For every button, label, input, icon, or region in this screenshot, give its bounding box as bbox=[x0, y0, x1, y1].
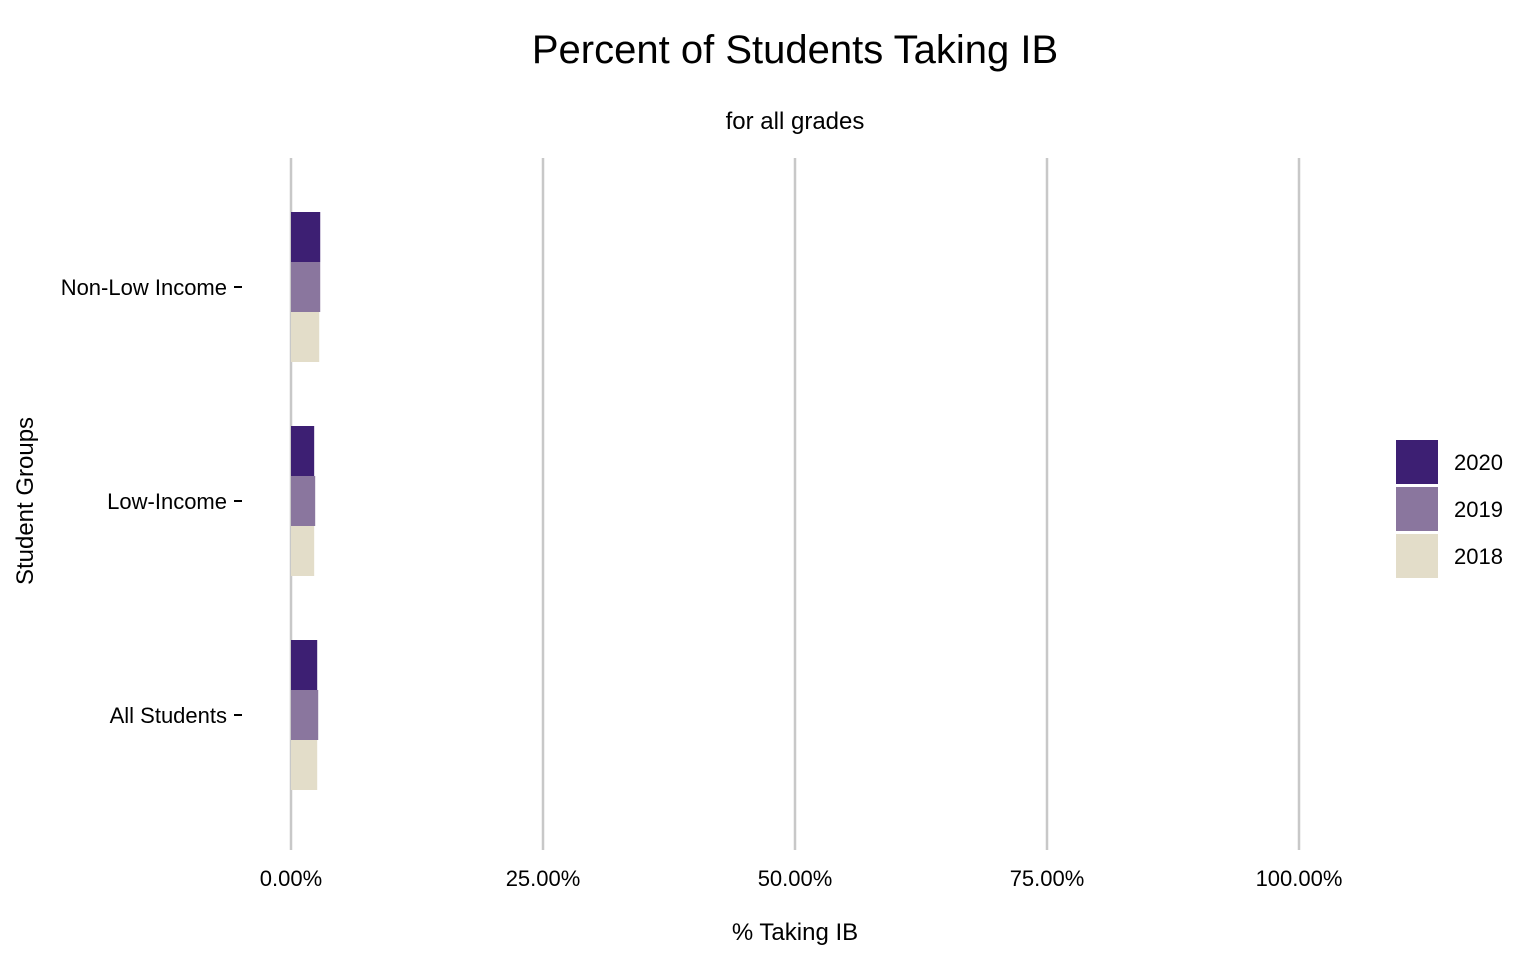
x-tick-label: 75.00% bbox=[1010, 866, 1085, 891]
x-tick-label: 25.00% bbox=[506, 866, 581, 891]
legend-label: 2020 bbox=[1454, 450, 1503, 475]
bar bbox=[291, 262, 321, 312]
x-tick-label: 50.00% bbox=[758, 866, 833, 891]
bar bbox=[291, 740, 318, 790]
bar bbox=[291, 640, 318, 690]
legend-swatch bbox=[1396, 487, 1438, 531]
axis-layer: 0.00% 25.00% 50.00% 75.00% 100.00% Non-Low In… bbox=[61, 275, 1343, 891]
y-tick-label: Low-Income bbox=[107, 489, 227, 514]
legend-swatch bbox=[1396, 440, 1438, 484]
bar bbox=[291, 476, 316, 526]
y-tick-label: All Students bbox=[110, 703, 227, 728]
legend-label: 2018 bbox=[1454, 544, 1503, 569]
y-tick-label: Non-Low Income bbox=[61, 275, 227, 300]
bar bbox=[291, 690, 319, 740]
bars-layer bbox=[291, 212, 321, 790]
x-tick-label: 0.00% bbox=[260, 866, 322, 891]
bar bbox=[291, 426, 315, 476]
bar bbox=[291, 526, 315, 576]
legend-swatch bbox=[1396, 534, 1438, 578]
y-axis-title: Student Groups bbox=[12, 417, 39, 585]
x-tick-label: 100.00% bbox=[1256, 866, 1343, 891]
x-axis-title: % Taking IB bbox=[732, 919, 858, 946]
chart-subtitle: for all grades bbox=[726, 108, 865, 135]
legend: 2020 2019 2018 bbox=[1396, 440, 1503, 578]
grid-layer bbox=[289, 158, 1301, 850]
bar bbox=[291, 312, 320, 362]
legend-label: 2019 bbox=[1454, 497, 1503, 522]
chart-title: Percent of Students Taking IB bbox=[532, 28, 1058, 72]
bar bbox=[291, 212, 321, 262]
